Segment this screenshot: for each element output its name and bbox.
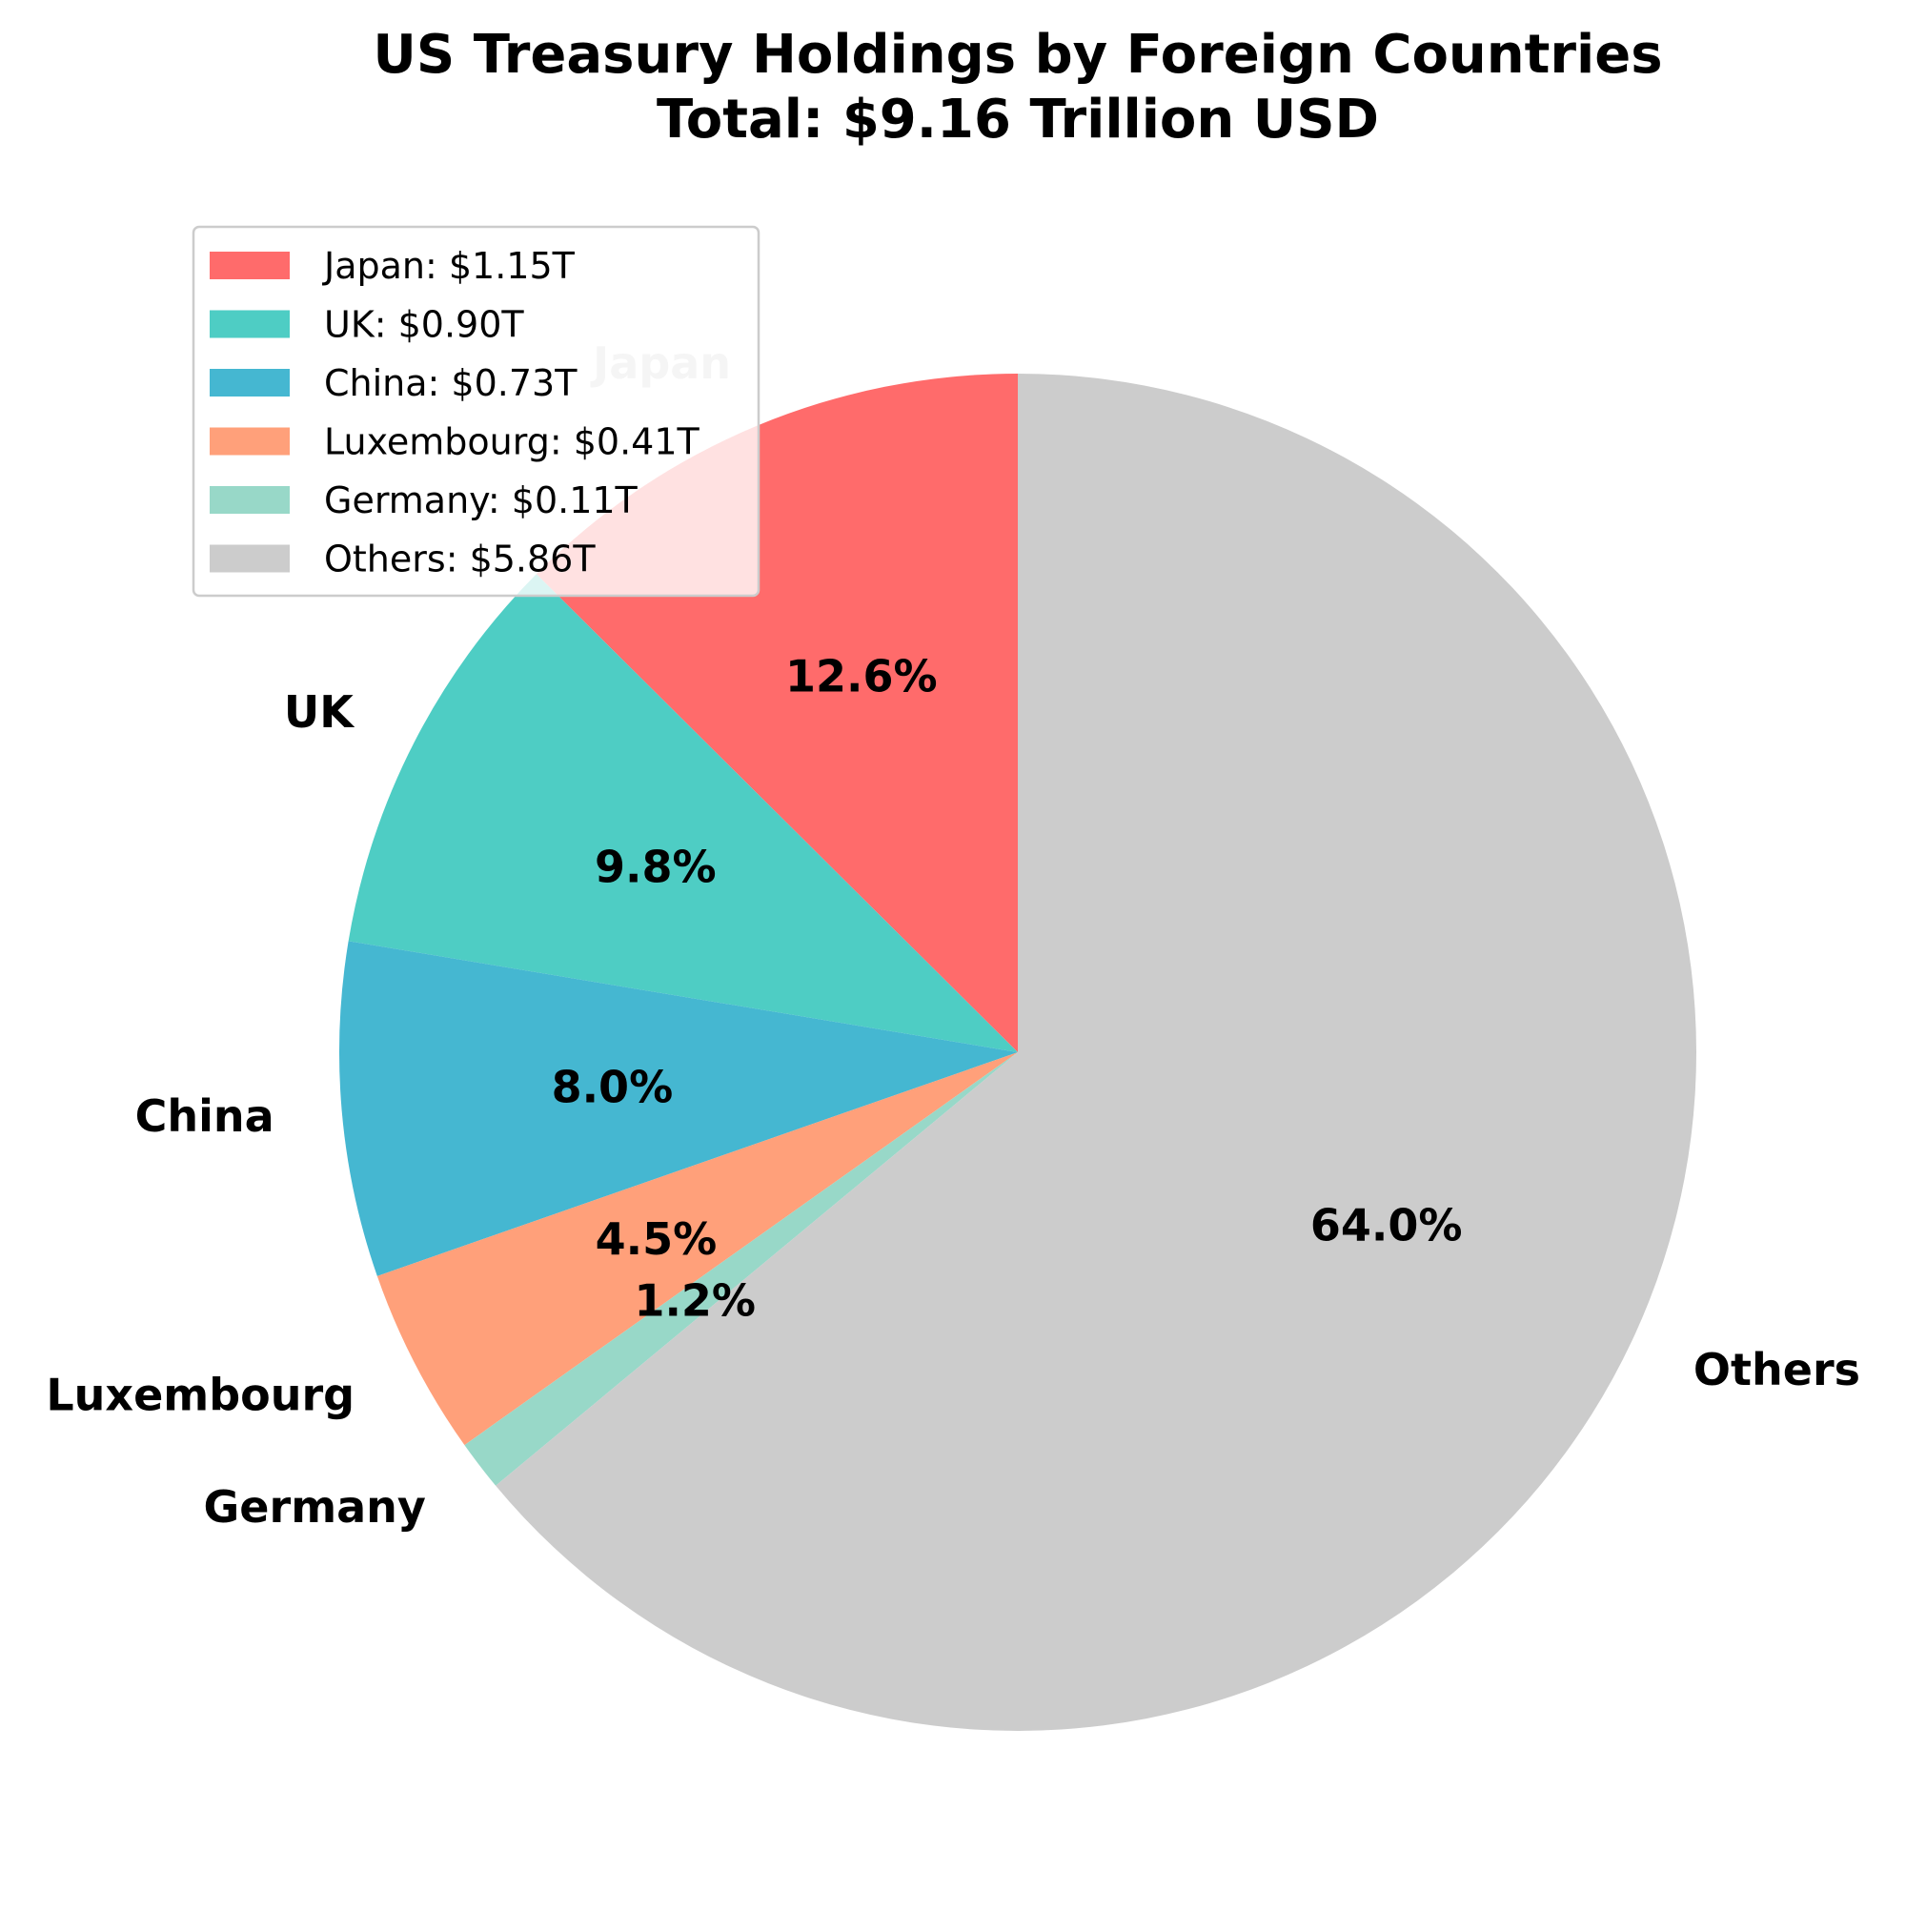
legend-swatch-uk bbox=[210, 310, 290, 338]
percent-label-germany: 1.2% bbox=[634, 1274, 756, 1326]
pie-slice-china bbox=[339, 941, 1018, 1276]
category-labels: JapanUKChinaLuxembourgGermanyOthers bbox=[46, 337, 1860, 1533]
legend-label-germany: Germany: $0.11T bbox=[324, 479, 639, 521]
pie-slices bbox=[339, 374, 1697, 1732]
chart-title: US Treasury Holdings by Foreign Countrie… bbox=[373, 24, 1662, 86]
pie-slice-uk bbox=[348, 574, 1018, 1052]
legend-label-others: Others: $5.86T bbox=[324, 539, 596, 580]
percent-label-japan: 12.6% bbox=[785, 651, 938, 702]
pie-slice-others bbox=[496, 374, 1697, 1732]
legend-label-japan: Japan: $1.15T bbox=[322, 245, 576, 287]
percent-label-others: 64.0% bbox=[1310, 1200, 1463, 1251]
legend-frame bbox=[192, 225, 760, 598]
category-label-others: Others bbox=[1693, 1344, 1860, 1395]
legend: Japan: $1.15T UK: $0.90T China: $0.73T Luxe… bbox=[192, 225, 760, 598]
legend-label-china: China: $0.73T bbox=[324, 362, 578, 404]
chart-subtitle: Total: $9.16 Trillion USD bbox=[657, 89, 1379, 151]
pie-slice-germany bbox=[464, 1052, 1018, 1486]
percent-label-uk: 9.8% bbox=[595, 841, 717, 892]
legend-swatch-china bbox=[210, 369, 290, 397]
percent-label-china: 8.0% bbox=[552, 1062, 674, 1113]
legend-swatch-luxembourg bbox=[210, 427, 290, 456]
percent-label-luxembourg: 4.5% bbox=[596, 1213, 718, 1265]
legend-swatch-others bbox=[210, 544, 290, 573]
legend-swatch-germany bbox=[210, 486, 290, 514]
legend-label-uk: UK: $0.90T bbox=[324, 304, 524, 346]
category-label-uk: UK bbox=[284, 686, 355, 738]
pie-slice-luxembourg bbox=[376, 1052, 1018, 1446]
legend-label-luxembourg: Luxembourg: $0.41T bbox=[324, 421, 700, 463]
legend-swatch-japan bbox=[210, 252, 290, 279]
category-label-china: China bbox=[135, 1090, 274, 1142]
category-label-luxembourg: Luxembourg bbox=[46, 1369, 355, 1420]
category-label-germany: Germany bbox=[204, 1481, 426, 1533]
percent-labels: 12.6% 9.8% 8.0% 4.5% 1.2% 64.0% bbox=[552, 651, 1463, 1327]
